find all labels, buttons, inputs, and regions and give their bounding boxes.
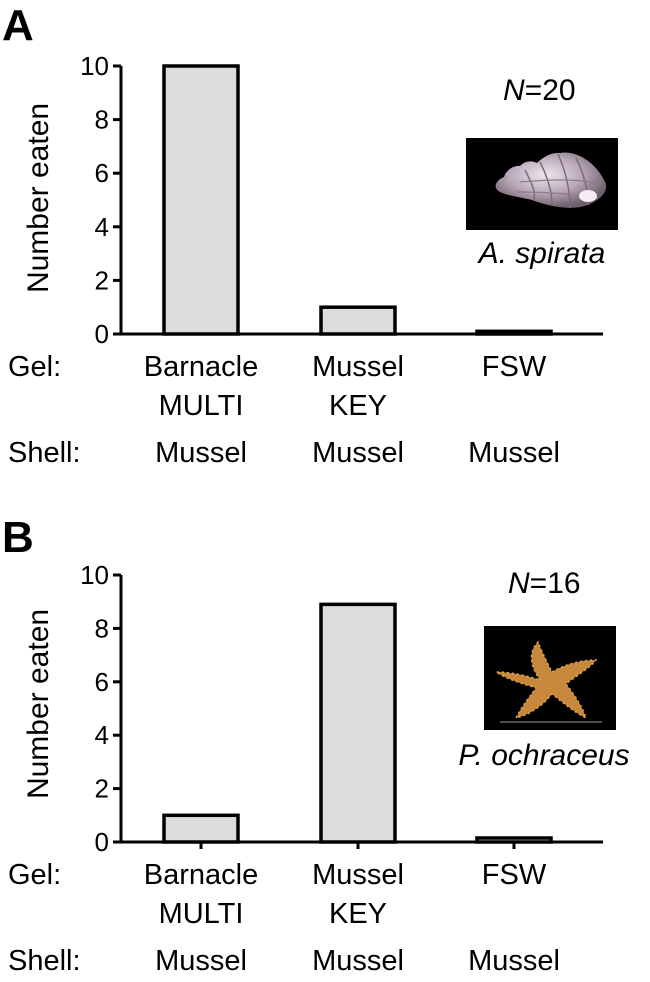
y-tick-label-a-1: 2 xyxy=(95,265,109,295)
species-label-a: A. spirata xyxy=(477,237,606,270)
y-tick-label-b-4: 8 xyxy=(95,613,109,643)
bar-a-1 xyxy=(319,305,397,336)
gel-label-b-1: Mussel xyxy=(312,859,404,891)
shell-label-b-0: Mussel xyxy=(155,945,247,977)
panel-a: A Number eaten 0 2 4 6 8 10 N=20 A. spirata G… xyxy=(2,1,618,469)
bar-b-1 xyxy=(319,602,397,844)
y-tick-label-b-2: 4 xyxy=(95,720,109,750)
n-value-b: =16 xyxy=(530,567,581,600)
gel-sublabel-b-0: MULTI xyxy=(159,898,244,930)
shell-label-a-1: Mussel xyxy=(312,437,404,469)
panel-letter-a: A xyxy=(2,1,34,50)
gel-label-a-2: FSW xyxy=(482,351,547,383)
n-symbol-a: N xyxy=(503,74,525,107)
gel-sublabel-a-1: KEY xyxy=(329,390,387,422)
y-ticks-b: 0 2 4 6 8 10 xyxy=(80,560,121,857)
n-value-a: =20 xyxy=(525,74,576,107)
gel-label-b-0: Barnacle xyxy=(144,859,258,891)
y-tick-label-a-2: 4 xyxy=(95,212,109,242)
y-tick-label-b-3: 6 xyxy=(95,667,109,697)
y-ticks-a: 0 2 4 6 8 10 xyxy=(80,51,121,349)
shell-label-b-2: Mussel xyxy=(468,945,560,977)
gel-row-label-a: Gel: xyxy=(8,351,61,383)
shell-label-b-1: Mussel xyxy=(312,945,404,977)
category-labels-a: Barnacle MULTI Mussel Mussel KEY Mussel FSW Mus… xyxy=(144,351,560,469)
y-tick-label-b-1: 2 xyxy=(95,774,109,804)
y-axis-label-a: Number eaten xyxy=(22,103,55,293)
shell-label-a-0: Mussel xyxy=(155,437,247,469)
y-tick-label-a-0: 0 xyxy=(95,319,109,349)
panel-letter-b: B xyxy=(2,513,34,562)
species-label-b: P. ochraceus xyxy=(458,739,629,772)
gel-label-b-2: FSW xyxy=(482,859,547,891)
shell-row-label-a: Shell: xyxy=(8,437,81,469)
shell-row-label-b: Shell: xyxy=(8,945,81,977)
bars-b xyxy=(162,602,553,849)
whelk-shell-photo xyxy=(466,138,618,230)
y-tick-label-b-5: 10 xyxy=(80,560,109,590)
sample-size-a: N=20 xyxy=(503,74,576,107)
shell-label-a-2: Mussel xyxy=(468,437,560,469)
gel-sublabel-a-0: MULTI xyxy=(159,390,244,422)
n-symbol-b: N xyxy=(508,567,530,600)
bar-b-0 xyxy=(162,813,240,844)
category-labels-b: Barnacle MULTI Mussel Mussel KEY Mussel FSW Mus… xyxy=(144,859,560,977)
bar-a-0 xyxy=(162,64,240,336)
sea-star-photo xyxy=(484,626,616,730)
sample-size-b: N=16 xyxy=(508,567,581,600)
y-tick-label-a-5: 10 xyxy=(80,51,109,81)
y-tick-label-a-4: 8 xyxy=(95,105,109,135)
y-tick-label-a-3: 6 xyxy=(95,158,109,188)
panel-b: B Number eaten 0 2 4 6 8 10 N=16 P. ochraceus… xyxy=(2,513,630,977)
gel-label-a-1: Mussel xyxy=(312,351,404,383)
gel-row-label-b: Gel: xyxy=(8,859,61,891)
y-tick-label-b-0: 0 xyxy=(95,827,109,857)
gel-sublabel-b-1: KEY xyxy=(329,898,387,930)
y-axis-label-b: Number eaten xyxy=(22,609,55,799)
gel-label-a-0: Barnacle xyxy=(144,351,258,383)
